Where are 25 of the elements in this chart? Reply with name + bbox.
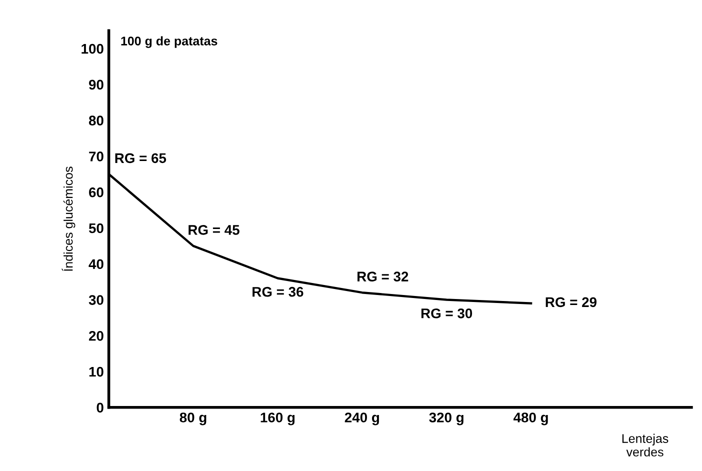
- x-tick-label: 80 g: [180, 412, 206, 426]
- data-label: RG = 45: [188, 225, 240, 235]
- y-tick-label: 20: [88, 330, 104, 341]
- data-label: RG = 65: [115, 153, 166, 164]
- data-label: RG = 29: [546, 297, 597, 308]
- y-tick-label: 100: [82, 44, 104, 54]
- y-tick-label: 60: [89, 187, 104, 198]
- y-tick-label: 10: [89, 366, 104, 377]
- data-label: RG = 36: [252, 286, 304, 297]
- x-tick-label: 160 g: [260, 412, 295, 426]
- y-tick-label: 30: [88, 295, 104, 305]
- y-tick-label: 50: [88, 223, 104, 234]
- x-tick-label: 480 g: [513, 412, 548, 426]
- y-tick-label: 70: [89, 152, 104, 162]
- y-tick-label: 0: [96, 402, 104, 413]
- y-axis-title: Índices glucémicos: [62, 166, 76, 271]
- data-label: RG = 32: [358, 272, 408, 282]
- x-tick-label: 320 g: [429, 412, 464, 426]
- x-axis-title: Lentejas verdes: [622, 434, 668, 456]
- annotation: 100 g de patatas: [121, 36, 218, 48]
- y-tick-label: 90: [88, 80, 104, 90]
- y-tick-label: 40: [88, 259, 104, 270]
- x-tick-label: 240 g: [344, 412, 379, 426]
- y-tick-label: 80: [88, 116, 104, 126]
- data-label: RG = 30: [421, 308, 472, 318]
